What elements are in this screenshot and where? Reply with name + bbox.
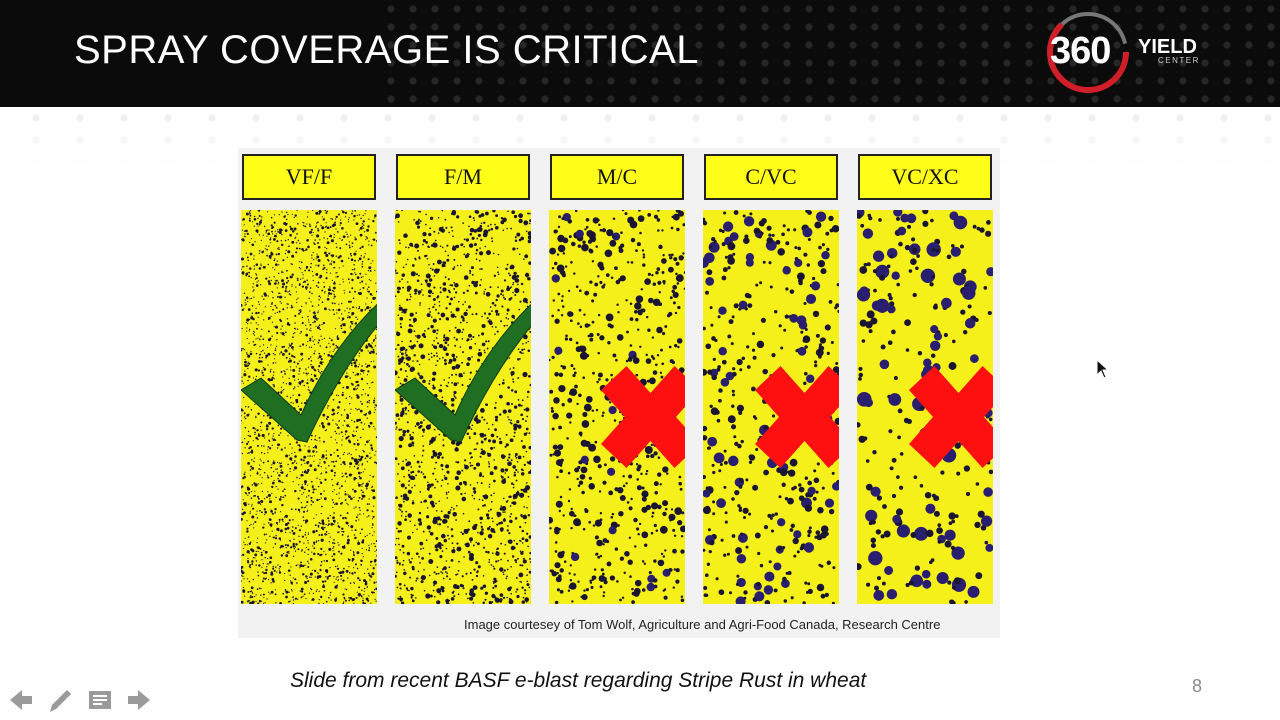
image-credit: Image courtesey of Tom Wolf, Agriculture… [464, 617, 941, 632]
green-check-icon [241, 303, 377, 443]
column-label: M/C [550, 154, 684, 200]
logo-number: 360 [1050, 30, 1111, 72]
pen-icon[interactable] [46, 686, 74, 714]
red-x-icon [755, 366, 839, 468]
arrow-left-icon[interactable] [6, 686, 34, 714]
droplet-pattern-card [703, 210, 839, 604]
droplet-pattern-card [241, 210, 377, 604]
column-label: C/VC [704, 154, 838, 200]
red-x-icon [601, 366, 685, 468]
page-number: 8 [1192, 676, 1203, 696]
droplet-pattern-card [395, 210, 531, 604]
slide-header: SPRAY COVERAGE IS CRITICAL 360 YIELD CEN… [0, 0, 1280, 107]
red-x-icon [909, 366, 993, 468]
logo-ring-icon [1047, 11, 1129, 93]
logo-word: YIELD [1138, 36, 1197, 58]
column-label: VC/XC [858, 154, 992, 200]
spray-coverage-figure: VF/F F/M M/C C/VC VC/XC Image courtesey of T… [238, 148, 1000, 638]
slide-title: SPRAY COVERAGE IS CRITICAL [74, 28, 700, 72]
droplet-dots [241, 210, 377, 604]
green-check-icon [395, 303, 531, 443]
droplet-pattern-card [549, 210, 685, 604]
logo-360-yield-center: 360 YIELD CENTER [1046, 8, 1226, 96]
column-label: VF/F [242, 154, 376, 200]
notes-icon[interactable] [86, 686, 114, 714]
droplet-pattern-card [857, 210, 993, 604]
header-dot-pattern [380, 0, 1280, 107]
arrow-right-icon[interactable] [126, 686, 154, 714]
logo-subword: CENTER [1158, 56, 1200, 65]
slide-subtitle: Slide from recent BASF e-blast regarding… [290, 669, 867, 692]
column-label: F/M [396, 154, 530, 200]
mouse-cursor-icon [1096, 358, 1110, 384]
